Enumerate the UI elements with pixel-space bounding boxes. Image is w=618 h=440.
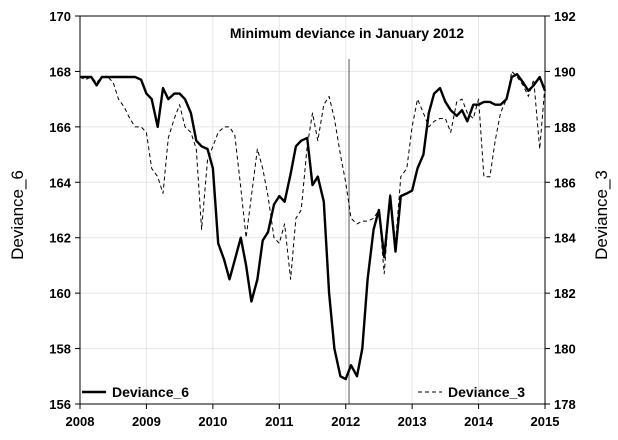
right-y-tick-label-5: 188: [554, 120, 576, 135]
x-axis-ticks: 2008 2009 2010 2011 2012 2013 2014 2015: [66, 404, 560, 429]
deviance-3-point-82: [533, 79, 534, 80]
x-tick-label-0: 2008: [66, 414, 95, 429]
right-y-tick-label-2: 182: [554, 286, 576, 301]
deviance-3-point-44: [323, 104, 324, 105]
x-tick-label-4: 2012: [331, 414, 360, 429]
deviance-3-point-8: [124, 107, 125, 108]
left-y-tick-label-3: 162: [49, 231, 71, 246]
deviance-3-point-51: [362, 220, 363, 221]
deviance-3-point-1: [85, 79, 86, 80]
deviance-3-point-49: [350, 218, 351, 219]
right-y-tick-label-4: 186: [554, 175, 576, 190]
left-y-tick-label-4: 164: [49, 175, 71, 190]
left-y-tick-label-7: 170: [49, 9, 71, 24]
left-y-tick-label-1: 158: [49, 342, 71, 357]
x-tick-label-1: 2009: [132, 414, 161, 429]
deviance-3-point-14: [157, 176, 158, 177]
deviance-3-point-56: [390, 193, 391, 194]
left-y-tick-label-6: 168: [49, 64, 71, 79]
deviance-3-point-52: [367, 220, 368, 221]
deviance-3-point-25: [218, 132, 219, 133]
x-tick-label-3: 2011: [265, 414, 293, 429]
deviance-3-point-47: [340, 154, 341, 155]
legend-deviance-3-label: Deviance_3: [448, 384, 525, 400]
left-y-tick-label-2: 160: [49, 286, 71, 301]
right-y-tick-label-3: 184: [554, 231, 576, 246]
grid: [79, 15, 546, 405]
plot-frame: [79, 15, 546, 405]
data-points: [79, 71, 545, 380]
right-y-tick-label-6: 190: [554, 64, 576, 79]
left-y-axis-title: Deviance_6: [8, 170, 27, 260]
left-y-axis-ticks: 156 158 160 162 164 166 168 170: [49, 9, 80, 412]
left-y-tick-label-0: 156: [49, 397, 71, 412]
legend: Deviance_6 Deviance_3: [82, 384, 525, 400]
left-y-tick-label-5: 166: [49, 120, 71, 135]
deviance-3-series-line: [79, 70, 546, 280]
x-tick-label-6: 2014: [464, 414, 494, 429]
deviance-3-point-6: [113, 82, 114, 83]
deviance-6-series-line: [80, 73, 547, 381]
deviance-3-point-59: [406, 168, 407, 169]
deviance-3-point-75: [495, 140, 496, 141]
deviance-3-point-76: [500, 112, 501, 113]
x-tick-label-5: 2013: [398, 414, 427, 429]
deviance-3-point-73: [483, 176, 484, 177]
right-y-tick-label-1: 180: [554, 342, 576, 357]
deviance-3-point-61: [417, 99, 418, 100]
chart-title: Minimum deviance in January 2012: [230, 25, 464, 41]
x-tick-label-7: 2015: [531, 414, 560, 429]
deviance-3-point-31: [251, 196, 252, 197]
legend-deviance-6-label: Deviance_6: [112, 384, 189, 400]
right-y-tick-label-7: 192: [554, 9, 576, 24]
right-y-axis-title: Deviance_3: [592, 170, 611, 260]
x-tick-label-2: 2010: [198, 414, 227, 429]
right-y-tick-label-0: 178: [554, 397, 576, 412]
right-y-axis-ticks: 178 180 182 184 186 188 190 192: [545, 9, 576, 412]
deviance-3-point-83: [539, 148, 540, 149]
